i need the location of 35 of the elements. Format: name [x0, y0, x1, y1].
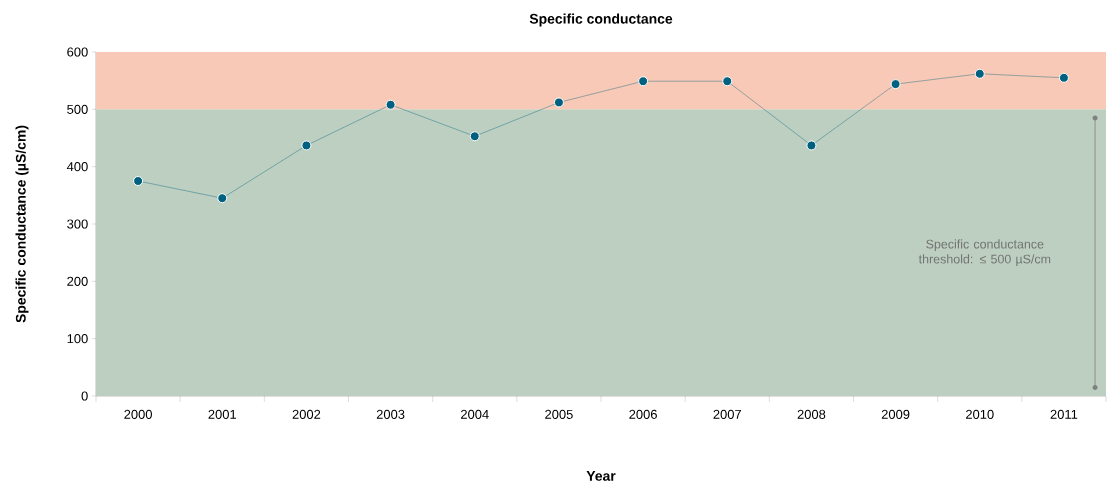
x-tick-label: 2003: [376, 409, 405, 419]
point: [638, 76, 649, 87]
point: [553, 97, 564, 108]
x-tick-label: 2006: [629, 409, 657, 419]
point: [133, 175, 144, 186]
x-tick-label: 2009: [881, 409, 910, 419]
point: [469, 131, 480, 142]
point: [301, 140, 312, 151]
chart-title: Specific conductance: [529, 13, 673, 27]
x-tick-label: 2002: [292, 409, 321, 419]
point: [385, 99, 396, 110]
point: [722, 76, 733, 87]
point: [1058, 72, 1069, 83]
y-tick-label: 600: [67, 47, 88, 57]
point: [890, 79, 901, 90]
x-tick-label: 2010: [966, 409, 994, 419]
y-tick-label: 0: [81, 391, 88, 401]
band-label: Specific conductance threshold: ≤ 500 µS/cm: [918, 239, 1051, 266]
y-tick-label: 300: [67, 219, 88, 229]
x-tick-label: 2005: [545, 409, 573, 419]
x-tick-label: 2011: [1050, 409, 1078, 419]
y-axis-title: Specific conductance (µS/cm): [15, 125, 29, 323]
x-tick-label: 2001: [208, 409, 237, 419]
x-tick-label: 2000: [124, 409, 152, 419]
y-tick-label: 500: [67, 104, 88, 114]
x-axis-title: Year: [586, 471, 616, 481]
x-tick-label: 2008: [797, 409, 826, 419]
x-tick-label: 2004: [461, 409, 489, 419]
x-tick-label: 2007: [713, 409, 741, 419]
y-tick-label: 400: [66, 162, 88, 172]
y-tick-label: 200: [67, 276, 88, 286]
point: [806, 140, 817, 151]
y-tick-label: 100: [67, 334, 88, 344]
point: [217, 193, 228, 204]
point: [974, 68, 985, 79]
